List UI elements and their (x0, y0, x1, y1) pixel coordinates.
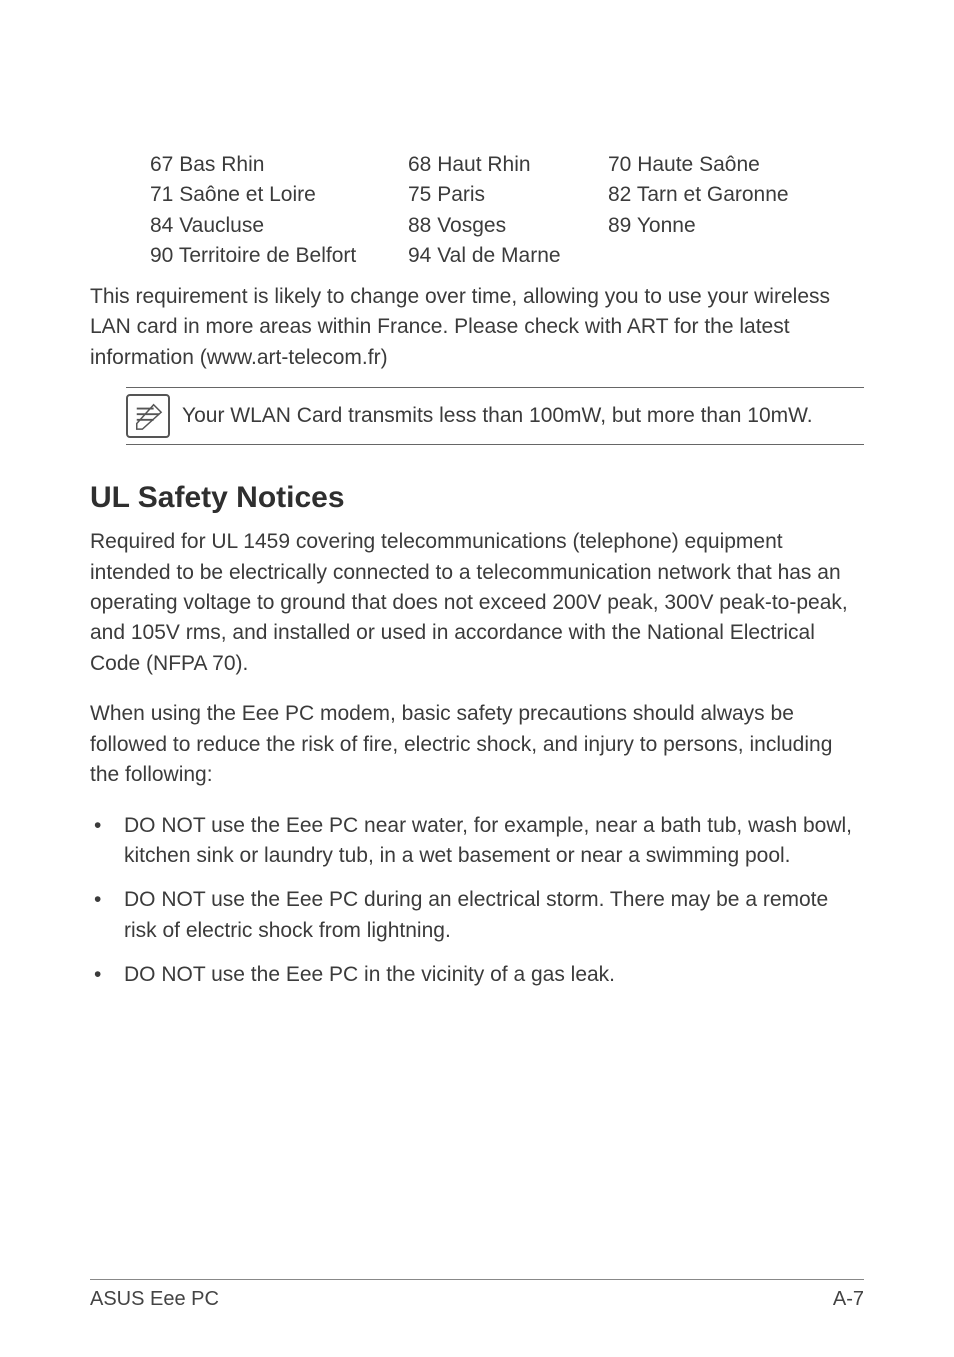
department-table: 67 Bas Rhin 68 Haut Rhin 70 Haute Saône … (150, 150, 864, 272)
dept-cell: 71 Saône et Loire (150, 180, 408, 210)
dept-cell: 68 Haut Rhin (408, 150, 608, 180)
page-footer: ASUS Eee PC A-7 (90, 1279, 864, 1311)
dept-cell: 82 Tarn et Garonne (608, 180, 828, 210)
dept-cell: 84 Vaucluse (150, 211, 408, 241)
footer-right: A-7 (833, 1288, 864, 1311)
dept-row: 90 Territoire de Belfort 94 Val de Marne (150, 241, 864, 271)
note-text: Your WLAN Card transmits less than 100mW… (182, 401, 813, 431)
bullet-list: •DO NOT use the Eee PC near water, for e… (90, 811, 864, 991)
bullet-dot: • (90, 811, 124, 872)
dept-row: 84 Vaucluse 88 Vosges 89 Yonne (150, 211, 864, 241)
dept-cell: 70 Haute Saône (608, 150, 828, 180)
france-paragraph: This requirement is likely to change ove… (90, 282, 864, 373)
dept-row: 71 Saône et Loire 75 Paris 82 Tarn et Ga… (150, 180, 864, 210)
dept-row: 67 Bas Rhin 68 Haut Rhin 70 Haute Saône (150, 150, 864, 180)
list-item: •DO NOT use the Eee PC near water, for e… (90, 811, 864, 872)
bullet-dot: • (90, 885, 124, 946)
ul-para-1: Required for UL 1459 covering telecommun… (90, 527, 864, 679)
bullet-text: DO NOT use the Eee PC during an electric… (124, 885, 864, 946)
dept-cell: 75 Paris (408, 180, 608, 210)
dept-cell: 67 Bas Rhin (150, 150, 408, 180)
dept-cell: 94 Val de Marne (408, 241, 608, 271)
list-item: •DO NOT use the Eee PC during an electri… (90, 885, 864, 946)
bullet-text: DO NOT use the Eee PC near water, for ex… (124, 811, 864, 872)
list-item: •DO NOT use the Eee PC in the vicinity o… (90, 960, 864, 990)
ul-safety-heading: UL Safety Notices (90, 481, 864, 515)
page: 67 Bas Rhin 68 Haut Rhin 70 Haute Saône … (0, 0, 954, 1357)
note-box: Your WLAN Card transmits less than 100mW… (126, 387, 864, 445)
dept-cell: 89 Yonne (608, 211, 828, 241)
note-icon (126, 394, 170, 438)
ul-para-2: When using the Eee PC modem, basic safet… (90, 699, 864, 790)
dept-cell: 88 Vosges (408, 211, 608, 241)
footer-left: ASUS Eee PC (90, 1288, 219, 1311)
dept-cell: 90 Territoire de Belfort (150, 241, 408, 271)
bullet-text: DO NOT use the Eee PC in the vicinity of… (124, 960, 864, 990)
bullet-dot: • (90, 960, 124, 990)
